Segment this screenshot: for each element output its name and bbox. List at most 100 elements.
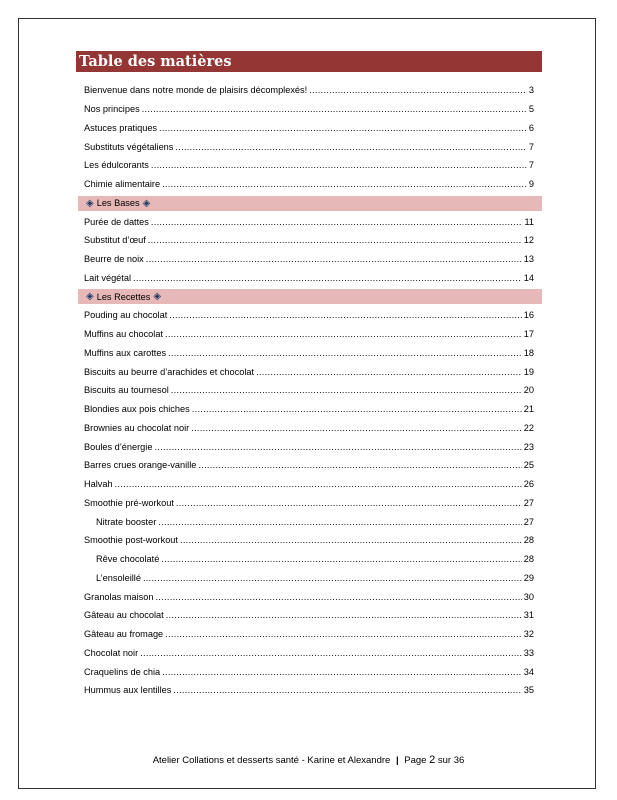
- section-label: Les Recettes: [96, 291, 151, 302]
- toc-entry[interactable]: Substitut d’œuf 12: [78, 231, 542, 250]
- toc-entry[interactable]: Gâteau au chocolat 31: [78, 606, 542, 625]
- toc-entry-label: Nos principes: [84, 104, 140, 115]
- toc-page-number: 5: [528, 104, 534, 115]
- toc-entry[interactable]: Barres crues orange-vanille 25: [78, 456, 542, 475]
- toc-entry-label: Substituts végétaliens: [84, 141, 174, 152]
- page-title: Table des matières: [76, 51, 542, 72]
- toc-entry-label: Substitut d’œuf: [84, 235, 146, 246]
- toc-entry-label: Nitrate booster: [96, 516, 157, 527]
- toc-entry-label: Smoothie post-workout: [84, 535, 178, 546]
- diamond-icon: ◈: [153, 291, 162, 303]
- toc-entry-label: Craquelins de chia: [84, 666, 161, 677]
- toc-page-number: 9: [528, 179, 534, 190]
- footer-page-middle: sur: [437, 755, 452, 766]
- toc-entry-label: L’ensoleillé: [96, 572, 141, 583]
- toc-entry[interactable]: Bienvenue dans notre monde de plaisirs d…: [78, 81, 542, 100]
- toc-entry[interactable]: Lait végétal 14: [78, 269, 542, 288]
- toc-entry[interactable]: Biscuits au tournesol 20: [78, 381, 542, 400]
- toc-page-number: 27: [523, 516, 534, 527]
- toc-entry[interactable]: Hummus aux lentilles 35: [78, 681, 542, 700]
- toc-entry-label: Halvah: [84, 479, 113, 490]
- dot-leader: [143, 573, 522, 583]
- toc-entry-label: Beurre de noix: [84, 254, 144, 265]
- toc-page-number: 6: [528, 122, 534, 133]
- toc-entry[interactable]: Muffins au chocolat 17: [78, 325, 542, 344]
- toc-page-number: 30: [523, 591, 534, 602]
- toc-page-number: 28: [523, 535, 534, 546]
- toc-entry[interactable]: Craquelins de chia 34: [78, 662, 542, 681]
- toc-entry[interactable]: Astuces pratiques 6: [78, 119, 542, 138]
- toc-entry-label: Gâteau au chocolat: [84, 610, 164, 621]
- dot-leader: [140, 648, 522, 658]
- toc-entry[interactable]: Smoothie pré-workout 27: [78, 494, 542, 513]
- toc-entry[interactable]: Beurre de noix 13: [78, 250, 542, 269]
- toc-entry-label: Chimie alimentaire: [84, 179, 161, 190]
- toc-entry[interactable]: Gâteau au fromage 32: [78, 625, 542, 644]
- toc-page-number: 29: [523, 572, 534, 583]
- toc-page-number: 26: [523, 479, 534, 490]
- toc-entry-label: Bienvenue dans notre monde de plaisirs d…: [84, 85, 308, 96]
- toc-entry-label: Barres crues orange-vanille: [84, 460, 197, 471]
- toc-section-header[interactable]: ◈ Les Recettes ◈: [78, 289, 542, 305]
- toc-page-number: 7: [528, 141, 534, 152]
- dot-leader: [115, 479, 522, 489]
- toc-entry-label: Astuces pratiques: [84, 122, 158, 133]
- page-footer: Atelier Collations et desserts santé - K…: [0, 754, 617, 766]
- toc-entry[interactable]: Biscuits au beurre d’arachides et chocol…: [78, 362, 542, 381]
- toc-page-number: 12: [523, 235, 534, 246]
- toc-entry-label: Biscuits au tournesol: [84, 385, 169, 396]
- toc-section-header[interactable]: ◈ Les Bases ◈: [78, 195, 542, 211]
- toc-entry-label: Brownies au chocolat noir: [84, 422, 190, 433]
- toc-subentry[interactable]: Rêve chocolaté 28: [78, 550, 542, 569]
- dot-leader: [309, 85, 527, 95]
- dot-leader: [151, 160, 527, 170]
- toc-page-number: 28: [523, 554, 534, 565]
- toc-entry-label: Purée de dattes: [84, 216, 149, 227]
- dot-leader: [142, 104, 527, 114]
- toc-subentry[interactable]: L’ensoleillé 29: [78, 569, 542, 588]
- footer-text: Atelier Collations et desserts santé - K…: [152, 755, 391, 766]
- toc-entry[interactable]: Purée de dattes 11: [78, 212, 542, 231]
- toc-entry-label: Hummus aux lentilles: [84, 685, 172, 696]
- toc-entry-label: Muffins au chocolat: [84, 329, 163, 340]
- dot-leader: [180, 535, 522, 545]
- toc-page-number: 3: [528, 85, 534, 96]
- toc-entry-label: Smoothie pré-workout: [84, 497, 174, 508]
- dot-leader: [168, 348, 522, 358]
- table-of-contents: Bienvenue dans notre monde de plaisirs d…: [78, 81, 542, 700]
- toc-entry[interactable]: Les édulcorants 7: [78, 156, 542, 175]
- toc-entry[interactable]: Boules d’énergie 23: [78, 437, 542, 456]
- toc-entry[interactable]: Brownies au chocolat noir 22: [78, 419, 542, 438]
- toc-page-number: 17: [523, 329, 534, 340]
- dot-leader: [192, 404, 522, 414]
- toc-entry[interactable]: Halvah 26: [78, 475, 542, 494]
- toc-entry-label: Boules d’énergie: [84, 441, 153, 452]
- toc-entry[interactable]: Pouding au chocolat 16: [78, 306, 542, 325]
- toc-entry[interactable]: Chocolat noir 33: [78, 644, 542, 663]
- dot-leader: [158, 517, 522, 527]
- toc-entry[interactable]: Substituts végétaliens 7: [78, 137, 542, 156]
- toc-page-number: 33: [523, 647, 534, 658]
- dot-leader: [154, 442, 521, 452]
- toc-page-number: 16: [523, 310, 534, 321]
- toc-entry[interactable]: Blondies aux pois chiches 21: [78, 400, 542, 419]
- toc-entry[interactable]: Smoothie post-workout 28: [78, 531, 542, 550]
- toc-subentry[interactable]: Nitrate booster 27: [78, 512, 542, 531]
- toc-entry[interactable]: Nos principes 5: [78, 100, 542, 119]
- dot-leader: [176, 498, 522, 508]
- dot-leader: [171, 385, 522, 395]
- toc-entry-label: Muffins aux carottes: [84, 347, 167, 358]
- toc-entry-label: Les édulcorants: [84, 160, 149, 171]
- toc-page-number: 22: [523, 422, 534, 433]
- toc-entry[interactable]: Muffins aux carottes 18: [78, 344, 542, 363]
- toc-entry[interactable]: Chimie alimentaire 9: [78, 175, 542, 194]
- toc-page-number: 14: [523, 272, 534, 283]
- toc-entry-label: Biscuits au beurre d’arachides et chocol…: [84, 366, 255, 377]
- toc-entry-label: Pouding au chocolat: [84, 310, 168, 321]
- dot-leader: [165, 329, 522, 339]
- toc-page-number: 20: [523, 385, 534, 396]
- toc-entry[interactable]: Granolas maison 30: [78, 587, 542, 606]
- dot-leader: [256, 367, 522, 377]
- toc-page-number: 32: [523, 629, 534, 640]
- toc-entry-label: Rêve chocolaté: [96, 554, 160, 565]
